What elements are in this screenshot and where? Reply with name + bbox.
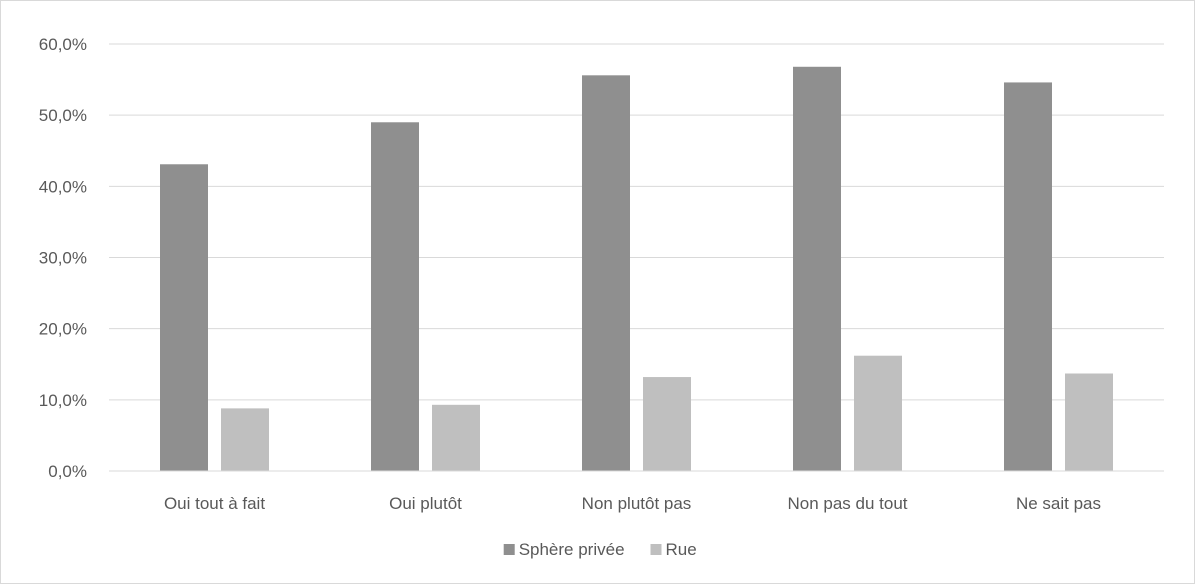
bar-rue-0: [221, 408, 269, 471]
y-axis-tick-labels: 0,0% 10,0% 20,0% 30,0% 40,0% 50,0% 60,0%: [39, 35, 87, 481]
gridlines: [109, 43, 1164, 401]
bars: [160, 66, 1113, 472]
y-tick-label: 30,0%: [39, 249, 87, 268]
bar-rue-2: [643, 377, 691, 471]
bar-rue-3: [854, 355, 902, 471]
bar-sphere-privee-2: [582, 75, 630, 472]
y-tick-label: 20,0%: [39, 320, 87, 339]
bar-sphere-privee-1: [371, 122, 419, 472]
legend-label-sphere-privee: Sphère privée: [519, 540, 625, 559]
x-axis-tick-labels: Oui tout à fait Oui plutôt Non plutôt pas N…: [164, 494, 1101, 513]
y-tick-label: 10,0%: [39, 391, 87, 410]
x-tick-label: Oui tout à fait: [164, 494, 265, 513]
x-tick-label: Ne sait pas: [1016, 494, 1101, 513]
bar-sphere-privee-0: [160, 164, 208, 471]
y-tick-label: 60,0%: [39, 35, 87, 54]
legend-swatch-sphere-privee: [503, 544, 515, 555]
legend-label-rue: Rue: [666, 540, 697, 559]
y-tick-label: 0,0%: [48, 462, 87, 481]
x-tick-label: Oui plutôt: [389, 494, 462, 513]
y-tick-label: 40,0%: [39, 177, 87, 196]
legend-swatch-rue: [650, 544, 662, 555]
legend: Sphère privée Rue: [503, 540, 697, 559]
bar-rue-4: [1065, 373, 1113, 471]
y-tick-label: 50,0%: [39, 106, 87, 125]
x-tick-label: Non plutôt pas: [582, 494, 692, 513]
bar-sphere-privee-4: [1004, 82, 1052, 472]
bar-rue-1: [432, 404, 480, 471]
x-tick-label: Non pas du tout: [787, 494, 907, 513]
bar-sphere-privee-3: [793, 66, 841, 472]
